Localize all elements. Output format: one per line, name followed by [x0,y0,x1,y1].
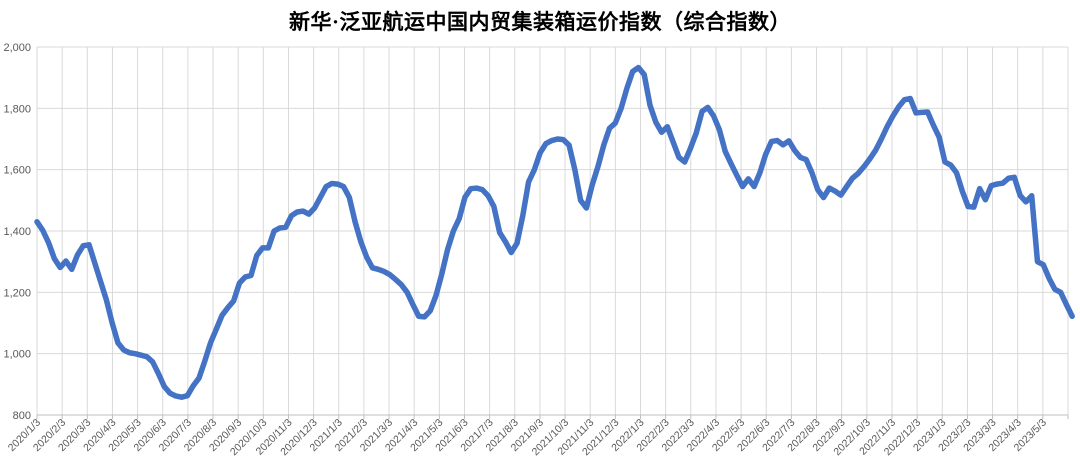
series-line-综合指数 [34,64,1075,400]
y-tick-label: 1,200 [3,287,31,299]
y-tick-label: 1,000 [3,349,31,361]
y-tick-label: 1,800 [3,103,31,115]
y-tick-label: 800 [13,410,31,422]
y-tick-label: 2,000 [3,42,31,54]
y-tick-label: 1,600 [3,165,31,177]
chart-title: 新华·泛亚航运中国内贸集装箱运价指数（综合指数） [288,10,791,34]
y-tick-label: 1,400 [3,226,31,238]
